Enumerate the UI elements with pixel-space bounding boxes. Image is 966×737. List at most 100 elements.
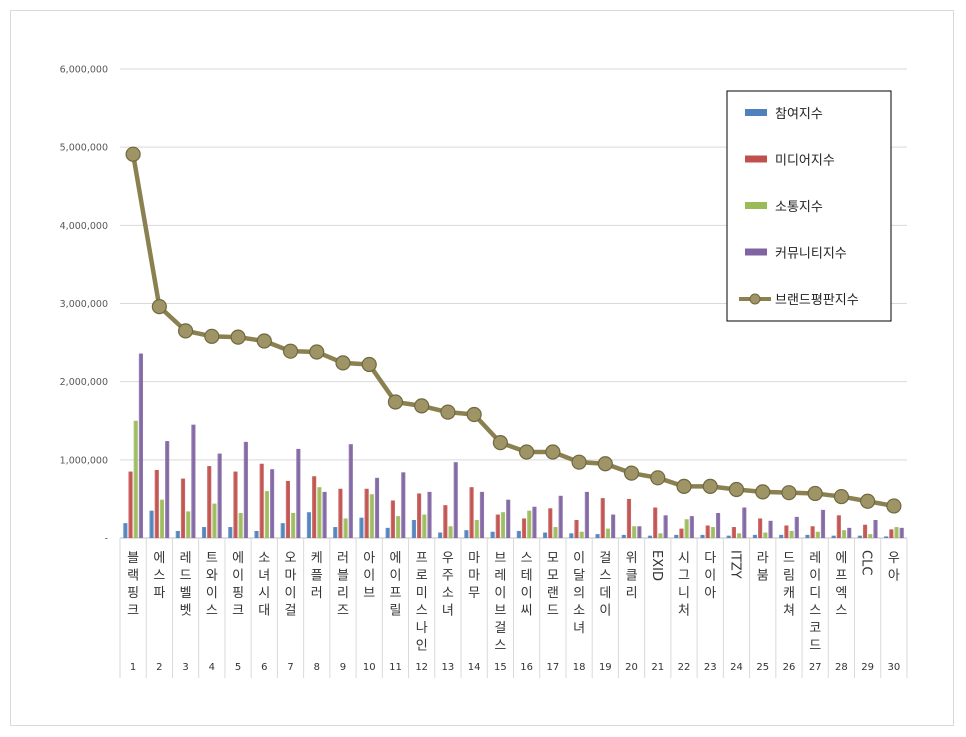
x-tick-char: 레 bbox=[180, 551, 192, 566]
bar bbox=[584, 491, 589, 538]
bar bbox=[217, 453, 222, 538]
x-tick-char: 모 bbox=[547, 569, 559, 584]
x-tick-char: 캐 bbox=[783, 586, 795, 601]
bar bbox=[490, 531, 495, 538]
x-tick-char: 에 bbox=[389, 551, 401, 566]
line-point bbox=[387, 394, 404, 410]
bar bbox=[868, 534, 873, 538]
x-tick-char: 이 bbox=[206, 586, 218, 601]
bar bbox=[201, 527, 207, 538]
bar bbox=[165, 441, 170, 538]
x-tick-char: 즈 bbox=[337, 604, 349, 619]
x-tick-char: 벳 bbox=[180, 604, 192, 619]
x-tick-char: 대 bbox=[258, 604, 270, 619]
line-point bbox=[177, 323, 194, 339]
rank-label: 22 bbox=[678, 662, 691, 673]
rank-label: 16 bbox=[520, 662, 533, 673]
bar bbox=[768, 520, 773, 538]
x-tick-label: EXID bbox=[649, 550, 664, 581]
bar bbox=[548, 508, 553, 538]
rank-label: 4 bbox=[209, 662, 215, 673]
line-point bbox=[886, 498, 902, 514]
x-tick-char: 의 bbox=[573, 586, 585, 601]
x-tick-char: 프 bbox=[389, 586, 401, 601]
bar bbox=[411, 520, 416, 538]
rank-label: 25 bbox=[756, 662, 769, 673]
x-tick-char: 이 bbox=[521, 586, 533, 601]
bar bbox=[401, 472, 406, 538]
bar bbox=[689, 516, 694, 538]
bar bbox=[752, 534, 758, 538]
y-tick-label: 5,000,000 bbox=[60, 143, 108, 154]
x-tick-char: 레 bbox=[809, 551, 821, 566]
bar bbox=[815, 531, 820, 538]
rank-label: 2 bbox=[156, 662, 162, 673]
rank-label: 18 bbox=[573, 662, 586, 673]
bar bbox=[889, 529, 894, 538]
x-tick-char: 우 bbox=[442, 551, 454, 566]
bar bbox=[348, 444, 353, 538]
bar bbox=[899, 527, 904, 538]
rank-label: 11 bbox=[389, 662, 402, 673]
bar bbox=[285, 480, 291, 538]
bar bbox=[742, 507, 747, 538]
rank-label: 30 bbox=[888, 662, 901, 673]
legend-marker bbox=[749, 293, 761, 305]
bar bbox=[154, 469, 159, 538]
line-point bbox=[256, 333, 272, 349]
x-tick-char: 인 bbox=[416, 639, 428, 654]
bar bbox=[674, 534, 679, 538]
x-tick-char: 트 bbox=[206, 551, 218, 566]
bar bbox=[542, 532, 548, 538]
bar bbox=[758, 518, 763, 538]
bar bbox=[306, 512, 312, 538]
bar bbox=[611, 514, 616, 538]
line-point bbox=[414, 398, 430, 414]
x-tick-char: 에 bbox=[232, 551, 244, 566]
legend-label: 참여지수 bbox=[775, 107, 823, 122]
x-tick-char: 달 bbox=[573, 569, 585, 584]
x-tick-char: 무 bbox=[468, 586, 480, 601]
bar bbox=[632, 526, 637, 538]
legend-swatch bbox=[745, 155, 767, 163]
rank-label: 28 bbox=[835, 662, 848, 673]
bar bbox=[238, 512, 243, 538]
legend-label: 커뮤니티지수 bbox=[775, 247, 847, 262]
rank-label: 27 bbox=[809, 662, 822, 673]
bar bbox=[595, 534, 600, 538]
bar bbox=[805, 534, 810, 538]
x-tick-char: 붐 bbox=[757, 569, 769, 584]
bar bbox=[186, 511, 191, 538]
bar bbox=[894, 527, 899, 538]
x-tick-char: 아 bbox=[363, 551, 375, 566]
bar bbox=[658, 533, 663, 538]
bar bbox=[831, 535, 836, 538]
x-tick-char: 와 bbox=[206, 569, 218, 584]
bar bbox=[443, 505, 448, 538]
bar bbox=[857, 535, 862, 538]
x-tick-char: 이 bbox=[232, 569, 244, 584]
x-tick-char: 프 bbox=[835, 569, 847, 584]
bar bbox=[416, 493, 422, 538]
bar bbox=[663, 515, 668, 538]
bar bbox=[191, 424, 196, 538]
x-tick-char: 블 bbox=[127, 551, 139, 566]
line-point bbox=[440, 404, 456, 420]
x-tick-char: 핑 bbox=[127, 586, 139, 601]
line-point bbox=[807, 485, 823, 502]
bar bbox=[322, 491, 327, 538]
bar bbox=[647, 535, 653, 538]
bar bbox=[228, 527, 233, 538]
bar bbox=[621, 534, 626, 538]
x-tick-char: 레 bbox=[494, 569, 506, 584]
